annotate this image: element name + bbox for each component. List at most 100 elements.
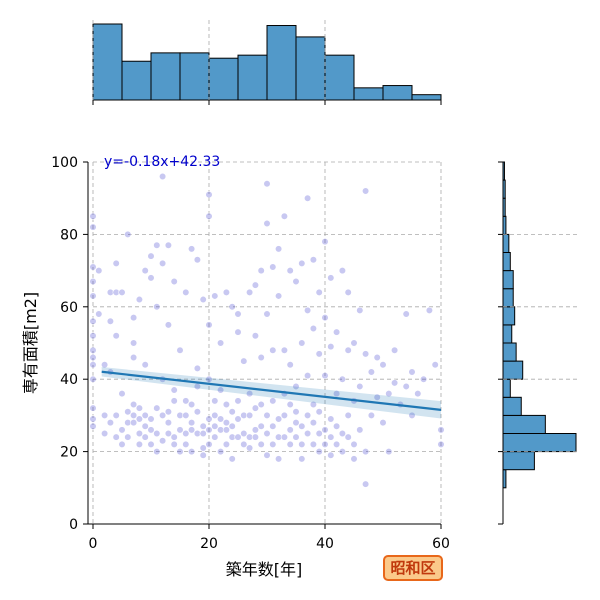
data-point <box>315 288 323 296</box>
data-point <box>211 422 219 430</box>
data-point <box>333 440 341 448</box>
data-point <box>304 411 312 420</box>
data-point <box>385 448 393 456</box>
data-point <box>292 408 300 416</box>
data-point <box>309 256 318 264</box>
data-point <box>385 390 393 398</box>
grid-lines <box>92 20 580 524</box>
data-point <box>269 263 277 271</box>
y-hist-bar <box>502 451 535 471</box>
data-point <box>304 371 312 380</box>
y-tick-label: 60 <box>60 300 78 316</box>
data-point <box>112 259 120 267</box>
data-point <box>89 346 97 354</box>
data-point <box>391 346 399 354</box>
data-point <box>193 408 201 416</box>
y-tick-label: 100 <box>51 155 78 171</box>
regression-line <box>101 370 442 411</box>
data-point <box>89 404 97 412</box>
data-point <box>333 422 341 430</box>
data-point <box>89 332 97 340</box>
data-point <box>269 422 277 430</box>
confidence-band <box>101 367 441 419</box>
data-point <box>176 448 184 456</box>
data-point <box>199 422 207 430</box>
data-point <box>338 448 347 456</box>
data-point <box>124 433 132 441</box>
data-point <box>246 444 254 452</box>
data-point <box>95 267 103 275</box>
data-point <box>182 429 190 438</box>
data-point <box>135 415 143 423</box>
data-point <box>100 411 109 420</box>
data-point <box>234 397 242 405</box>
data-point <box>205 440 213 448</box>
data-point <box>304 306 312 315</box>
data-point <box>89 263 97 271</box>
data-point <box>280 433 289 441</box>
data-point <box>246 390 254 398</box>
ward-badge: 昭和区 <box>383 555 443 581</box>
data-point <box>159 172 167 181</box>
data-point <box>147 440 155 448</box>
data-point <box>321 426 329 434</box>
data-point <box>89 212 97 220</box>
data-point <box>217 386 225 394</box>
data-point <box>205 426 213 434</box>
data-point <box>182 288 190 296</box>
data-point <box>292 382 300 391</box>
x-hist-bar <box>208 57 239 101</box>
x-hist-bar <box>92 23 123 101</box>
data-point <box>89 415 97 423</box>
y-hist-bar <box>502 396 522 416</box>
data-point <box>327 433 335 441</box>
data-point <box>321 238 329 246</box>
data-point <box>257 353 265 362</box>
data-point <box>141 422 149 430</box>
data-point <box>164 321 172 329</box>
data-point <box>234 310 242 318</box>
data-point <box>344 433 352 441</box>
data-point <box>89 361 97 369</box>
data-point <box>182 440 190 448</box>
data-point <box>234 415 242 423</box>
data-point <box>153 303 161 311</box>
data-point <box>95 310 103 318</box>
y-tick-label: 0 <box>69 517 78 533</box>
data-point <box>170 277 178 286</box>
data-point <box>182 397 190 405</box>
x-hist-bar <box>295 36 326 101</box>
data-point <box>263 451 271 459</box>
data-point <box>159 437 167 445</box>
data-point <box>379 419 387 427</box>
data-point <box>257 400 265 409</box>
data-point <box>414 390 422 398</box>
data-point <box>367 411 376 420</box>
data-point <box>309 400 318 409</box>
data-point <box>170 386 178 394</box>
x-hist-bar <box>353 87 384 101</box>
data-point <box>182 411 190 420</box>
data-point <box>298 259 306 267</box>
data-point <box>176 346 184 354</box>
data-point <box>251 404 259 412</box>
data-point <box>112 288 120 296</box>
data-point <box>170 433 178 441</box>
data-point <box>269 397 277 405</box>
data-point <box>362 448 370 456</box>
data-point <box>304 194 312 202</box>
data-point <box>130 314 138 322</box>
data-point <box>309 440 318 448</box>
data-point <box>286 426 294 434</box>
data-point <box>164 241 172 249</box>
data-point <box>292 277 300 286</box>
data-point <box>164 429 172 438</box>
y-hist-bar <box>502 306 516 326</box>
data-point <box>321 371 329 380</box>
data-point <box>205 321 213 329</box>
data-point <box>124 408 132 416</box>
data-point <box>263 429 271 438</box>
x-hist-bar <box>150 52 181 101</box>
data-point <box>112 411 120 420</box>
x-marginal-histogram <box>92 23 442 101</box>
